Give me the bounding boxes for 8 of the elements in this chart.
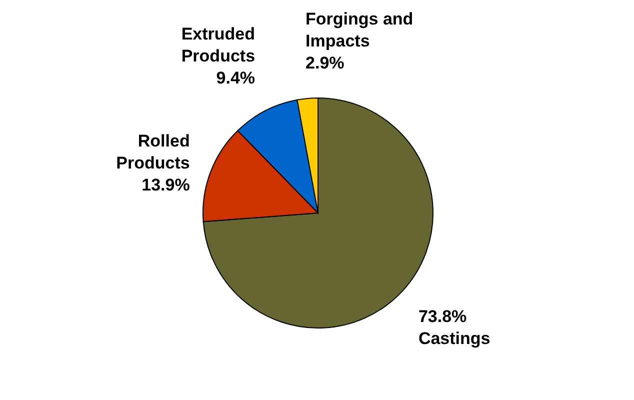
- data-label: 73.8%: [418, 307, 467, 326]
- slice-label: Forgings and Impacts: [306, 10, 414, 51]
- slice-label: Castings: [418, 329, 490, 348]
- slice-label: Rolled Products: [116, 132, 190, 173]
- slice-label: Extruded Products: [181, 24, 256, 66]
- data-label: 13.9%: [142, 176, 190, 195]
- data-label: 9.4%: [216, 68, 256, 88]
- data-label: 2.9%: [306, 54, 344, 73]
